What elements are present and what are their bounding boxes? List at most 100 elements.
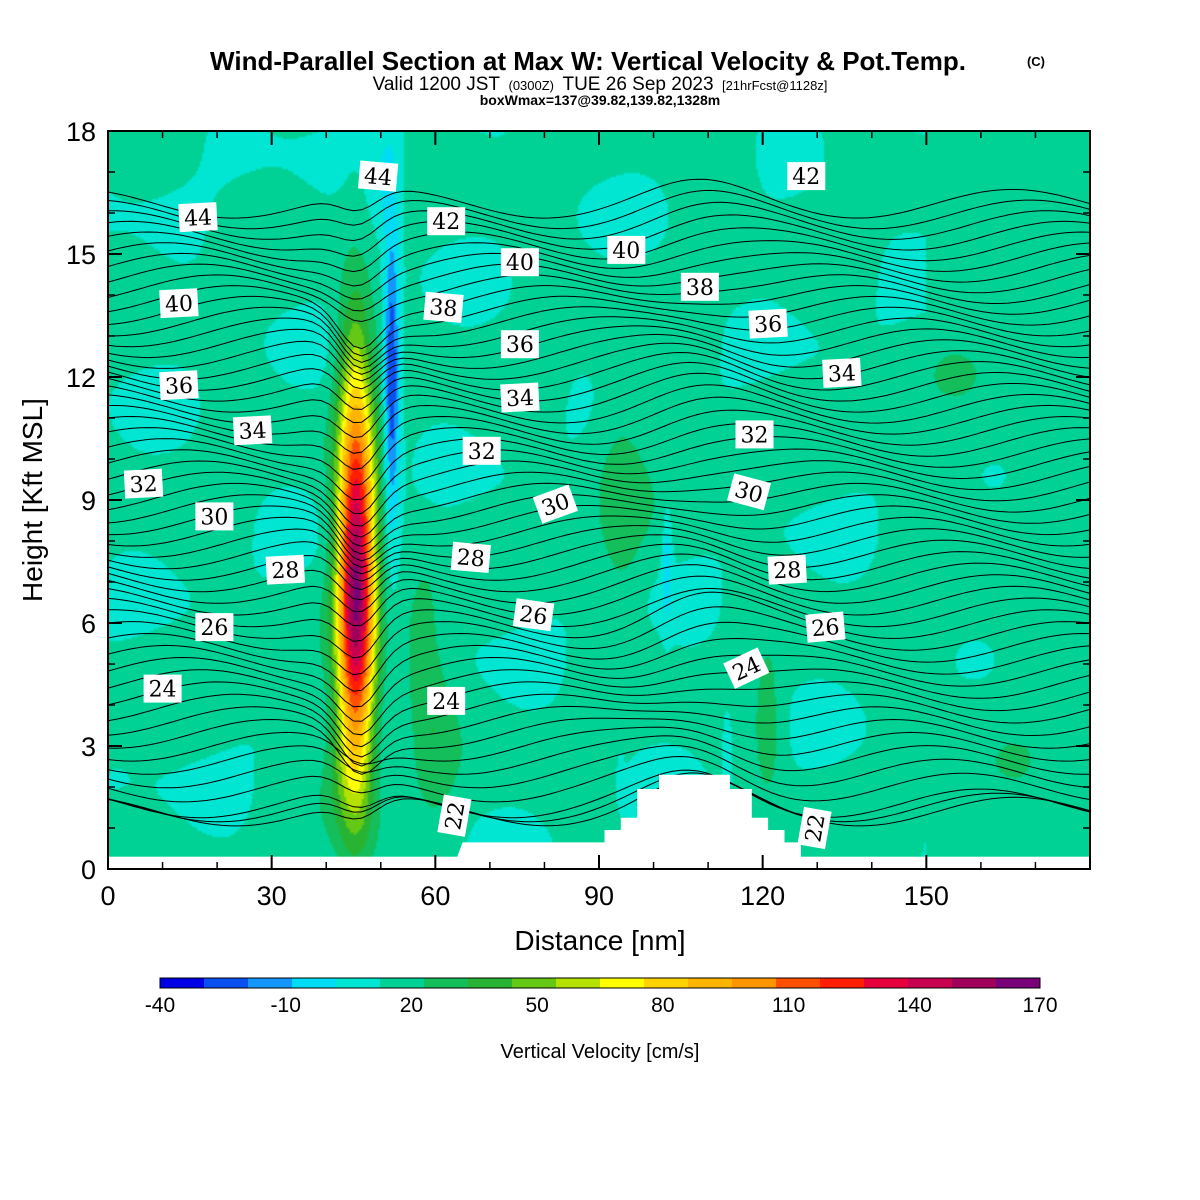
theta-label: 24 xyxy=(427,686,466,715)
theta-contour xyxy=(108,316,1090,369)
colorbar-tick-label: 80 xyxy=(651,994,674,1017)
colorbar-tick-label: 140 xyxy=(897,994,932,1017)
theta-label-box xyxy=(822,357,862,388)
theta-label-box xyxy=(437,794,472,837)
theta-contour xyxy=(108,637,1090,708)
theta-label-text: 32 xyxy=(741,423,769,448)
theta-contour xyxy=(108,306,1090,363)
theta-label: 28 xyxy=(450,541,491,574)
colorbar-tick-labels: -40 -10 20 50 80 110 140 170 xyxy=(145,994,1058,1017)
theta-label-text: 40 xyxy=(164,291,193,317)
theta-label-text: 34 xyxy=(827,361,856,387)
theta-label-box xyxy=(159,288,199,319)
theta-contour xyxy=(108,735,1090,775)
theta-label-box xyxy=(427,207,466,236)
colorbar-tick-label: 20 xyxy=(400,994,423,1017)
colorbar-swatch xyxy=(820,978,865,988)
theta-label-box xyxy=(427,686,466,715)
boxwmax-info: boxWmax=137@39.82,139.82,1328m xyxy=(480,92,721,108)
valid-time-line: Valid 1200 JST (0300Z) TUE 26 Sep 2023 [… xyxy=(373,74,828,95)
colorbar-swatch xyxy=(952,978,997,988)
theta-contour xyxy=(108,564,1090,613)
theta-label-text: 24 xyxy=(149,678,177,703)
theta-contour xyxy=(108,263,1090,312)
theta-label-text: 34 xyxy=(505,386,534,412)
forecast-info: [21hrFcst@1128z] xyxy=(722,78,827,93)
theta-label-text: 38 xyxy=(428,295,458,322)
theta-contour xyxy=(108,361,1090,410)
theta-label-box xyxy=(123,468,164,499)
theta-label-box xyxy=(607,235,646,264)
theta-contour xyxy=(108,505,1090,562)
colorbar-swatch xyxy=(908,978,953,988)
theta-label-box xyxy=(680,272,719,301)
x-tick-label: 0 xyxy=(100,881,115,911)
theta-contour xyxy=(108,471,1090,538)
theta-label-text: 36 xyxy=(754,312,783,338)
theta-label-text: 28 xyxy=(456,545,486,572)
theta-label-box xyxy=(143,674,182,703)
theta-label-text: 32 xyxy=(468,440,496,465)
theta-label-text: 28 xyxy=(773,558,802,584)
colorbar-tick-label: 170 xyxy=(1022,994,1057,1017)
theta-label-text: 22 xyxy=(441,800,470,832)
theta-label-text: 30 xyxy=(200,505,228,530)
valid-prefix: Valid 1200 JST xyxy=(373,74,501,95)
theta-contour xyxy=(108,575,1090,627)
colorbar-swatch xyxy=(600,978,645,988)
theta-contour xyxy=(108,460,1090,527)
theta-contour xyxy=(108,325,1090,375)
theta-label-box xyxy=(727,473,771,511)
theta-label-box xyxy=(512,598,555,632)
y-tick-label: 0 xyxy=(81,855,96,885)
valid-utc: (0300Z) xyxy=(508,78,554,93)
theta-contour xyxy=(108,201,1090,242)
theta-label-box xyxy=(500,330,539,359)
theta-label-text: 22 xyxy=(801,812,830,844)
theta-contour xyxy=(108,342,1090,390)
theta-contour xyxy=(108,189,1090,230)
x-tick-label: 60 xyxy=(420,881,450,911)
theta-contour xyxy=(108,333,1090,382)
colorbar-swatch xyxy=(732,978,777,988)
theta-label-text: 42 xyxy=(792,165,820,190)
theta-contour xyxy=(108,772,1090,823)
y-tick-label: 12 xyxy=(66,363,96,393)
theta-label: 36 xyxy=(159,370,199,401)
theta-label-text: 26 xyxy=(810,615,840,642)
theta-contour xyxy=(108,776,1090,827)
theta-label-box xyxy=(723,647,770,689)
y-tick-label: 15 xyxy=(66,240,96,270)
theta-contour xyxy=(108,227,1090,273)
theta-label: 32 xyxy=(735,420,774,449)
theta-contour xyxy=(108,372,1090,424)
theta-label: 30 xyxy=(195,502,234,531)
theta-label: 42 xyxy=(787,162,826,191)
terrain-profile xyxy=(457,774,801,869)
theta-label: 28 xyxy=(265,554,306,585)
colorbar-swatch xyxy=(336,978,381,988)
colorbar-frame xyxy=(159,977,1041,989)
theta-label: 32 xyxy=(462,436,501,465)
theta-label-text: 40 xyxy=(612,239,640,264)
copyright-mark: (C) xyxy=(1027,54,1045,69)
theta-contour xyxy=(108,654,1090,722)
theta-contour xyxy=(108,717,1090,775)
colorbar-tick-label: 50 xyxy=(525,994,548,1017)
colorbar-swatch xyxy=(688,978,733,988)
plot-frame xyxy=(107,130,1091,870)
colorbar-swatch xyxy=(864,978,909,988)
theta-label: 40 xyxy=(159,288,199,319)
theta-contour xyxy=(108,384,1090,439)
theta-contour xyxy=(108,351,1090,399)
theta-contour xyxy=(108,436,1090,501)
theta-contour xyxy=(108,252,1090,300)
theta-label-box xyxy=(357,160,399,192)
theta-label-text: 44 xyxy=(183,205,212,231)
colorbar-label: Vertical Velocity [cm/s] xyxy=(501,1041,700,1063)
theta-label-box xyxy=(178,202,218,233)
colorbar-swatch xyxy=(248,978,293,988)
